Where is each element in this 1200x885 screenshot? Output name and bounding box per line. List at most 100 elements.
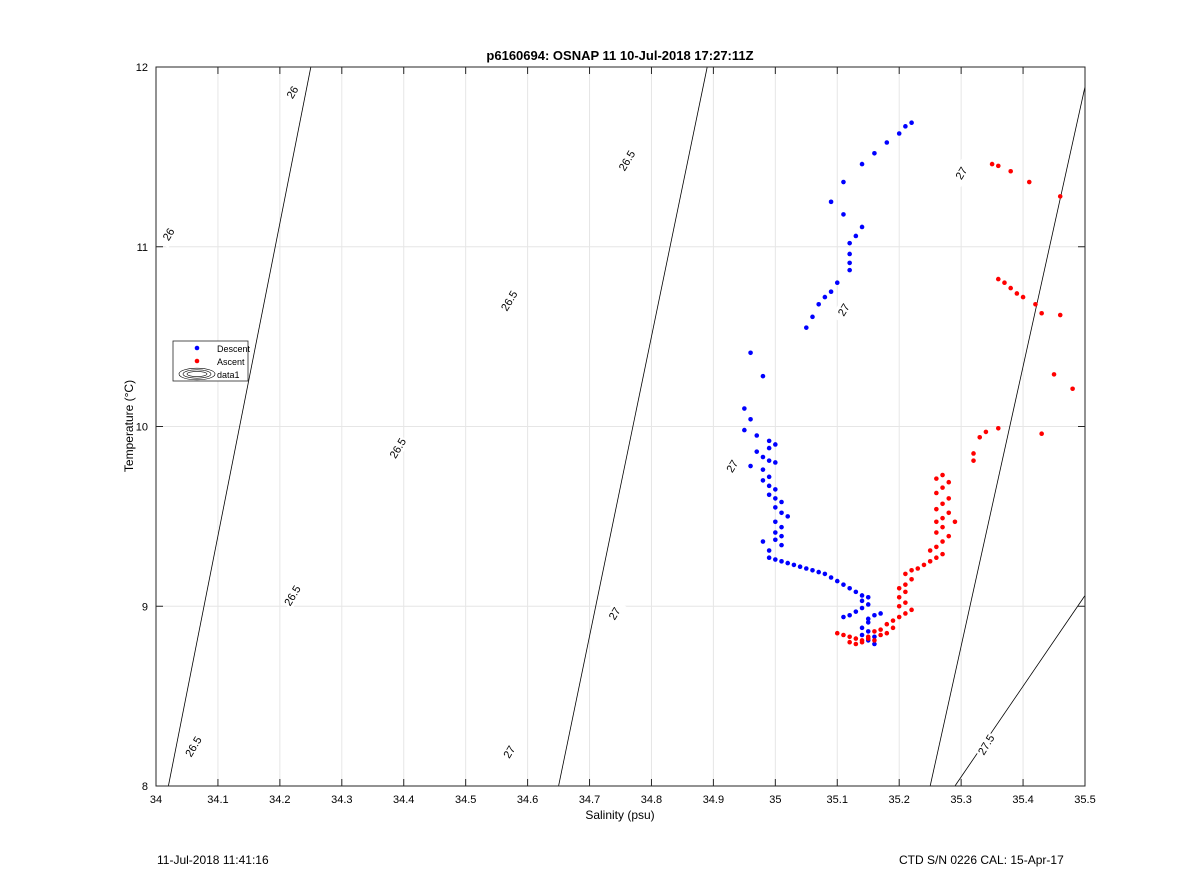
descent-point bbox=[847, 267, 852, 273]
descent-point bbox=[779, 559, 784, 564]
ascent-point bbox=[989, 161, 995, 167]
ascent-point bbox=[884, 630, 890, 636]
descent-point bbox=[816, 569, 821, 575]
descent-point bbox=[766, 483, 772, 489]
descent-point bbox=[773, 487, 778, 492]
ascent-point bbox=[909, 576, 914, 582]
descent-point bbox=[810, 568, 815, 573]
contour-label-bg bbox=[948, 159, 974, 187]
ascent-point bbox=[896, 594, 902, 600]
x-tick-label: 34 bbox=[150, 794, 162, 806]
ascent-point bbox=[1008, 168, 1013, 174]
descent-point bbox=[748, 417, 753, 422]
contour-label-bg bbox=[280, 78, 305, 107]
descent-point bbox=[754, 449, 760, 454]
ascent-point bbox=[1070, 386, 1075, 392]
descent-point bbox=[779, 533, 784, 539]
legend: Descent Ascent data1 bbox=[172, 340, 251, 382]
contour-label-bg bbox=[602, 599, 627, 628]
data-points bbox=[742, 120, 1075, 647]
ascent-point bbox=[1033, 301, 1038, 307]
ascent-point bbox=[872, 629, 877, 634]
contour-label-bg bbox=[385, 434, 410, 462]
ascent-point bbox=[927, 559, 933, 564]
descent-point bbox=[884, 140, 890, 145]
descent-point bbox=[748, 350, 753, 356]
ascent-point bbox=[952, 519, 958, 525]
ascent-point bbox=[853, 641, 859, 647]
ascent-point bbox=[934, 555, 939, 561]
ascent-point bbox=[946, 510, 952, 516]
contour-label-bg bbox=[831, 295, 856, 324]
ascent-point bbox=[909, 568, 914, 573]
contour-label: 27 bbox=[607, 606, 624, 623]
ascent-point bbox=[878, 627, 883, 632]
descent-point bbox=[853, 589, 859, 595]
footer-timestamp: 11-Jul-2018 11:41:16 bbox=[157, 853, 269, 867]
isopycnal-line bbox=[167, 66, 312, 787]
legend-contour-marker bbox=[182, 369, 212, 379]
descent-point bbox=[754, 433, 760, 438]
ascent-point bbox=[934, 519, 939, 525]
ascent-point bbox=[934, 490, 939, 496]
ascent-point bbox=[890, 618, 896, 623]
x-ticks: 34 34.1 34.2 34.3 34.4 34.5 34.6 34.7 34.8 34.9 35… bbox=[150, 67, 1096, 806]
descent-point bbox=[742, 427, 747, 433]
descent-point bbox=[773, 442, 778, 447]
y-tick-label: 11 bbox=[137, 242, 148, 254]
x-axis-label: Salinity (psu) bbox=[585, 808, 654, 822]
x-tick-label: 34.5 bbox=[455, 794, 476, 806]
descent-point bbox=[828, 575, 834, 580]
descent-point bbox=[865, 620, 871, 625]
descent-point bbox=[773, 519, 778, 525]
x-tick-label: 34.8 bbox=[641, 794, 662, 806]
descent-point bbox=[896, 131, 902, 136]
ascent-point bbox=[946, 496, 952, 501]
ascent-point bbox=[940, 539, 945, 544]
contour-label-bg bbox=[156, 220, 181, 249]
descent-point bbox=[791, 562, 797, 568]
ascent-point bbox=[853, 636, 859, 641]
x-tick-label: 35.2 bbox=[888, 794, 909, 806]
ascent-point bbox=[977, 434, 983, 440]
contour-label: 27 bbox=[502, 744, 519, 761]
chart-title: p6160694: OSNAP 11 10-Jul-2018 17:27:11Z bbox=[486, 48, 753, 63]
ascent-point bbox=[1002, 280, 1007, 286]
descent-point bbox=[859, 598, 865, 604]
descent-point bbox=[760, 373, 766, 379]
descent-point bbox=[903, 124, 908, 129]
contour-label: 27 bbox=[725, 458, 742, 475]
ascent-point bbox=[1051, 372, 1057, 377]
ascent-point bbox=[859, 639, 865, 645]
legend-box bbox=[172, 340, 249, 382]
contour-label-bg bbox=[614, 146, 639, 175]
contour-label-bg bbox=[496, 286, 522, 315]
descent-point bbox=[760, 539, 766, 544]
legend-label: data1 bbox=[217, 370, 240, 380]
descent-point bbox=[841, 582, 846, 587]
descent-point bbox=[841, 212, 846, 217]
ascent-point bbox=[983, 429, 989, 435]
ascent-point bbox=[995, 163, 1001, 169]
descent-point bbox=[822, 571, 828, 577]
descent-point bbox=[834, 578, 840, 584]
legend-ascent-marker bbox=[194, 358, 200, 364]
descent-point bbox=[804, 325, 809, 330]
descent-point bbox=[865, 629, 871, 634]
y-tick-label: 8 bbox=[142, 781, 148, 793]
descent-point bbox=[878, 611, 883, 616]
ascent-point bbox=[834, 630, 840, 636]
descent-point bbox=[766, 492, 772, 498]
descent-point bbox=[828, 289, 834, 294]
descent-point bbox=[865, 594, 871, 600]
descent-point bbox=[828, 199, 834, 205]
ascent-point bbox=[847, 634, 852, 640]
descent-point bbox=[859, 625, 865, 631]
contour-label-bg bbox=[496, 737, 522, 766]
ascent-point bbox=[995, 276, 1001, 282]
legend-label: Descent bbox=[217, 344, 251, 354]
ascent-point bbox=[921, 562, 927, 568]
footer-calibration: CTD S/N 0226 CAL: 15-Apr-17 bbox=[899, 853, 1064, 867]
descent-point bbox=[909, 120, 914, 126]
